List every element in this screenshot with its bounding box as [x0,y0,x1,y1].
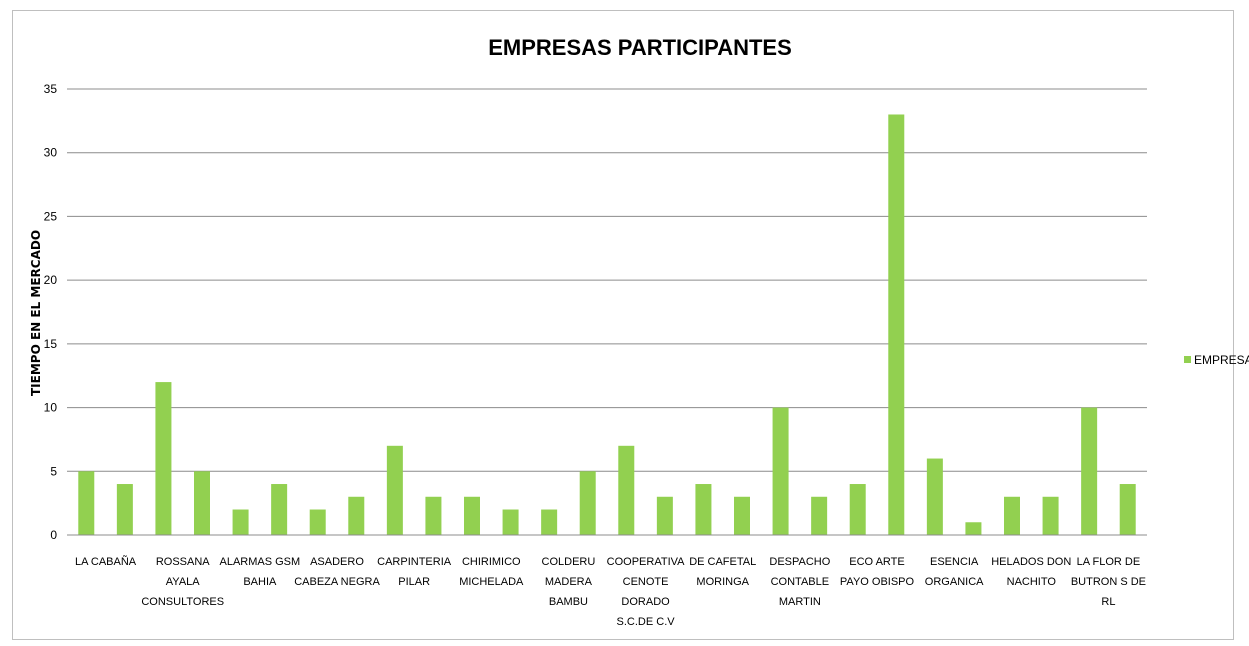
bar [656,496,673,535]
bar [618,445,635,535]
x-category-label: CHIRIMICO MICHELADA [459,556,524,588]
bar [734,496,750,535]
bar [309,509,326,535]
x-category-label: ECO ARTE PAYO OBISPO [840,556,915,588]
y-axis-ticks: 0 5 10 15 20 25 30 35 [44,82,58,542]
x-category-label: DE CAFETAL MORINGA [689,556,756,588]
x-category-label: ESENCIA ORGANICA [925,556,984,588]
x-category-label: ROSSANA AYALA CONSULTORES [141,556,224,608]
bar [116,484,133,535]
y-tick-label: 25 [44,209,58,223]
chart-title: EMPRESAS PARTICIPANTES [488,35,792,60]
bar [1081,407,1098,535]
y-tick-label: 0 [50,528,57,542]
gridlines [67,88,1147,472]
bar [541,509,558,535]
x-category-label: HELADOS DON NACHITO [991,556,1071,588]
x-category-label: ALARMAS GSM BAHIA [220,556,301,588]
y-tick-label: 35 [44,82,58,96]
bars [78,114,1136,535]
bar [232,509,249,535]
bar [1119,484,1136,535]
x-category-label: ASADERO CABEZA NEGRA [294,556,380,588]
y-tick-label: 15 [44,337,58,351]
x-category-label: LA CABAÑA [75,555,137,568]
bar [1004,496,1020,535]
bar [425,496,442,535]
bar [695,484,712,535]
chart-frame [12,10,1234,640]
legend-label-empresas: EMPRESAS [1194,353,1249,367]
bar [348,496,365,535]
y-tick-label: 20 [44,273,58,287]
bar [194,471,210,535]
y-tick-label: 30 [44,146,58,160]
x-category-label: COOPERATIVA CENOTE DORADO S.C.DE C.V [607,556,685,628]
bar [965,522,982,535]
bar [386,445,403,535]
y-tick-label: 10 [44,401,58,415]
bar [78,471,95,535]
x-category-label: CARPINTERIA PILAR [377,556,452,588]
bar [772,407,789,535]
bar [502,509,519,535]
legend: EMPRESAS [1184,353,1249,367]
bar [579,471,596,535]
bar [849,484,866,535]
bar [155,382,172,535]
x-category-label: COLDERU MADERA BAMBU [542,556,596,608]
bar [464,496,480,535]
x-category-label: DESPACHO CONTABLE MARTIN [769,556,830,608]
legend-swatch [1184,356,1191,363]
bar [926,458,943,535]
bar [811,496,828,535]
bar [888,114,905,535]
x-axis-category-labels: LA CABAÑA ROSSANA AYALA CONSULTORESALARMAS … [75,555,1146,628]
bar [1042,496,1059,535]
y-tick-label: 5 [50,464,57,478]
y-axis-label: TIEMPO EN EL MERCADO [29,230,43,396]
x-category-label: LA FLOR DE BUTRON S DE RL [1071,556,1146,608]
bar [271,484,288,535]
